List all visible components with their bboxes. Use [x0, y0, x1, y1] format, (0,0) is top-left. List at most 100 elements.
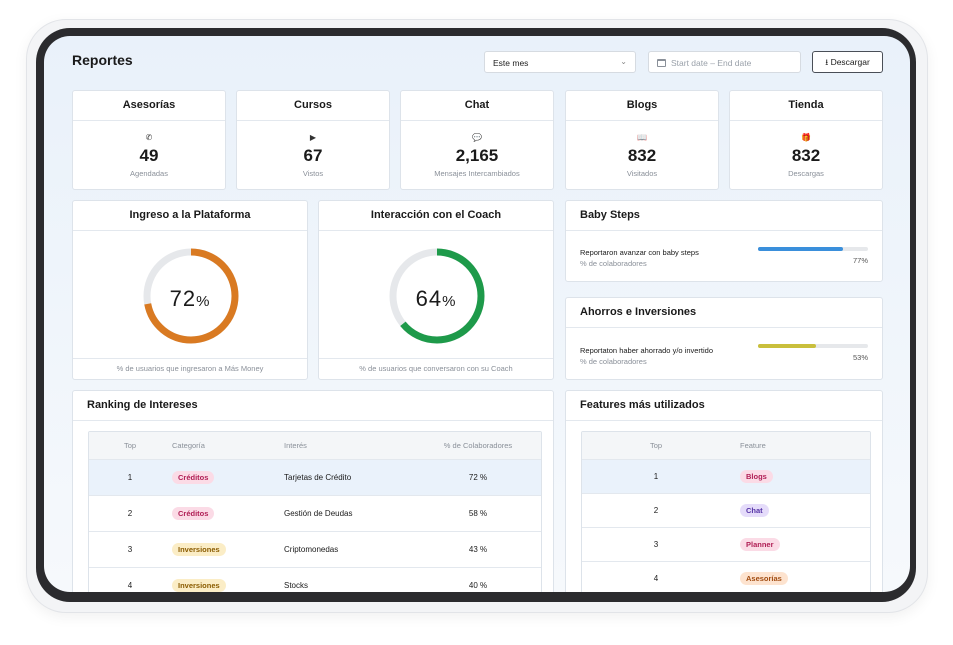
rank-cell: 2 — [89, 495, 171, 532]
download-button[interactable]: ⭳ Descargar — [812, 51, 883, 73]
column-header-category[interactable]: Categoría — [171, 432, 283, 460]
interest-cell: Stocks — [283, 567, 415, 592]
stat-card-title: Chat — [401, 91, 553, 121]
table-row[interactable]: 3 Inversiones Criptomonedas 43 % — [89, 531, 541, 568]
gauge-arc — [389, 248, 485, 344]
gift-icon: 🎁 — [801, 133, 811, 142]
ranking-table-body: 1 Créditos Tarjetas de Crédito 72 % 2 Crédito… — [89, 459, 541, 592]
table-row[interactable]: 2 Chat — [582, 493, 870, 528]
table-row[interactable]: 3 Planner — [582, 527, 870, 562]
gauge-card-title: Ingreso a la Plataforma — [73, 201, 307, 231]
baby-steps-progress-track — [758, 247, 868, 251]
gauge-footer: % de usuarios que ingresaron a Más Money — [73, 358, 307, 379]
chevron-down-icon: ⌄ — [620, 57, 627, 66]
stat-subtitle: Mensajes Intercambiados — [434, 169, 520, 178]
baby-steps-card: Baby Steps Reportaron avanzar con baby s… — [565, 200, 883, 282]
baby-steps-sublabel: % de colaboradores — [580, 259, 647, 268]
features-header-row: Top Feature — [582, 432, 870, 460]
gauge-arc — [143, 248, 239, 344]
stat-subtitle: Descargas — [788, 169, 824, 178]
ahorros-percent: 53% — [852, 353, 868, 362]
download-icon: ⭳ — [825, 57, 829, 67]
stat-card: Chat 💬 2,165 Mensajes Intercambiados — [400, 90, 554, 190]
stat-subtitle: Visitados — [626, 169, 658, 178]
stat-value: 832 — [627, 146, 657, 165]
gauge-card-title: Interacción con el Coach — [319, 201, 553, 231]
gauge-value: 64% — [319, 286, 553, 312]
percent-cell: 72 % — [415, 459, 541, 496]
ahorros-sublabel: % de colaboradores — [580, 357, 647, 366]
ranking-title: Ranking de Intereses — [73, 391, 553, 421]
feature-pill: Planner — [740, 538, 780, 551]
ranking-card: Ranking de Intereses Top Categoría Inter… — [72, 390, 554, 592]
period-select[interactable]: Este mes ⌄ — [484, 51, 636, 73]
category-cell: Créditos — [171, 459, 283, 496]
gauge-number: 72 — [169, 286, 197, 311]
column-header-feature[interactable]: Feature — [730, 432, 870, 460]
rank-cell: 4 — [582, 561, 730, 592]
features-table-body: 1 Blogs 2 Chat 3 Planner 4 Asesorías — [582, 459, 870, 592]
category-cell: Créditos — [171, 495, 283, 532]
feature-pill: Asesorías — [740, 572, 788, 585]
stat-subtitle: Agendadas — [130, 169, 168, 178]
stat-value: 2,165 — [455, 146, 499, 165]
table-row[interactable]: 1 Blogs — [582, 459, 870, 494]
column-header-top[interactable]: Top — [582, 432, 730, 460]
features-table: Top Feature 1 Blogs 2 Chat 3 Planner 4 Asesoría… — [581, 431, 871, 592]
ahorros-label: Reportaton haber ahorrado y/o invertido — [580, 346, 714, 355]
gauge-ring-coach — [389, 248, 485, 344]
stat-subtitle: Vistos — [302, 169, 324, 178]
category-pill: Inversiones — [172, 543, 226, 556]
ranking-header-row: Top Categoría Interés % de Colaboradores — [89, 432, 541, 460]
table-row[interactable]: 2 Créditos Gestión de Deudas 58 % — [89, 495, 541, 532]
category-cell: Inversiones — [171, 567, 283, 592]
stat-card: Cursos ▶ 67 Vistos — [236, 90, 390, 190]
page-title: Reportes — [72, 52, 133, 68]
baby-steps-label: Reportaron avanzar con baby steps — [580, 248, 699, 257]
download-label: Descargar — [830, 57, 870, 67]
category-pill: Créditos — [172, 471, 215, 484]
stat-card-title: Tienda — [730, 91, 882, 121]
period-select-value: Este mes — [493, 58, 529, 68]
category-cell: Inversiones — [171, 531, 283, 568]
date-range-placeholder: Start date – End date — [671, 58, 752, 68]
stat-card: Tienda 🎁 832 Descargas — [729, 90, 883, 190]
gauge-number: 64 — [415, 286, 443, 311]
feature-cell: Blogs — [730, 459, 870, 494]
table-row[interactable]: 4 Asesorías — [582, 561, 870, 592]
column-header-percent[interactable]: % de Colaboradores — [415, 432, 541, 460]
features-title: Features más utilizados — [566, 391, 882, 421]
stat-value: 67 — [303, 146, 323, 165]
stat-card-title: Asesorías — [73, 91, 225, 121]
phone-icon: ✆ — [145, 133, 153, 142]
stat-value: 832 — [791, 146, 821, 165]
percent-cell: 43 % — [415, 531, 541, 568]
chat-bubble-icon: 💬 — [472, 133, 482, 142]
column-header-top[interactable]: Top — [89, 432, 171, 460]
gauge-card-ingreso: Ingreso a la Plataforma 72% % de usuario… — [72, 200, 308, 380]
book-icon: 📖 — [637, 133, 647, 142]
ahorros-progress-track — [758, 344, 868, 348]
column-header-interest[interactable]: Interés — [283, 432, 415, 460]
rank-cell: 3 — [89, 531, 171, 568]
stat-card-title: Blogs — [566, 91, 718, 121]
dashboard-screen: Reportes Este mes ⌄ Start date – End dat… — [44, 36, 910, 592]
features-card: Features más utilizados Top Feature 1 Blo… — [565, 390, 883, 592]
table-row[interactable]: 1 Créditos Tarjetas de Crédito 72 % — [89, 459, 541, 496]
rank-cell: 4 — [89, 567, 171, 592]
baby-steps-title: Baby Steps — [566, 201, 882, 231]
stat-card-title: Cursos — [237, 91, 389, 121]
gauge-unit: % — [442, 293, 457, 310]
feature-pill: Chat — [740, 504, 769, 517]
feature-cell: Planner — [730, 527, 870, 562]
stat-value: 49 — [139, 146, 159, 165]
baby-steps-progress-fill — [758, 247, 843, 251]
interest-cell: Tarjetas de Crédito — [283, 459, 415, 496]
percent-cell: 40 % — [415, 567, 541, 592]
rank-cell: 1 — [582, 459, 730, 494]
interest-cell: Gestión de Deudas — [283, 495, 415, 532]
date-range-input[interactable]: Start date – End date — [648, 51, 801, 73]
table-row[interactable]: 4 Inversiones Stocks 40 % — [89, 567, 541, 592]
baby-steps-percent: 77% — [852, 256, 868, 265]
rank-cell: 3 — [582, 527, 730, 562]
